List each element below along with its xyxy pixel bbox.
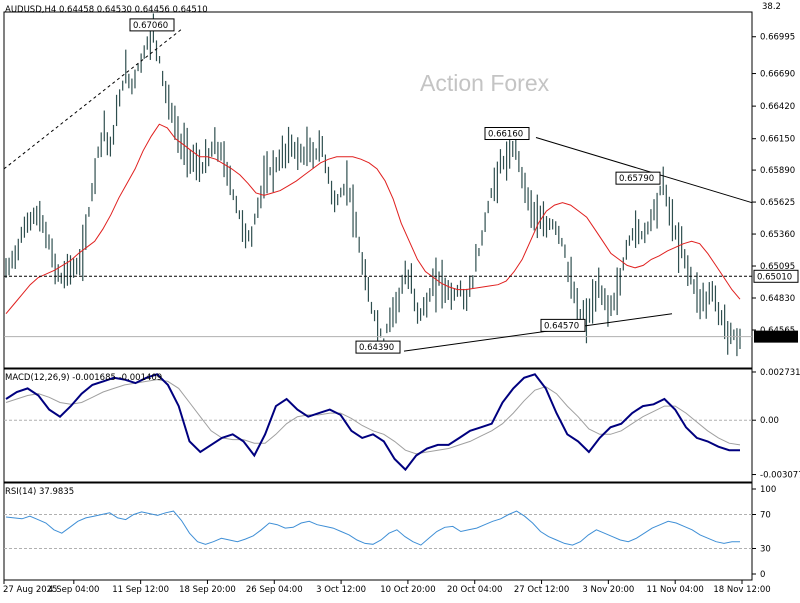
macd-pane-frame <box>3 368 753 483</box>
price-y-tick-label: 0.65360 <box>760 230 795 240</box>
annotation-box <box>615 171 661 185</box>
x-tick-label: 3 Nov 20:00 <box>582 585 634 595</box>
trendline-lower <box>403 313 673 352</box>
watermark: Action Forex <box>420 70 550 96</box>
corner-value: 38.2 <box>762 2 781 12</box>
price-y-tick-label: 0.65625 <box>760 198 795 208</box>
annotation-box <box>540 318 586 332</box>
price-bars <box>5 13 741 357</box>
last-price-label: 0.64510 <box>757 333 792 343</box>
price-y-tick-label: 0.64830 <box>760 294 795 304</box>
rsi-y-tick-label: 0 <box>760 570 765 580</box>
rsi-y-tick-label: 70 <box>760 511 771 521</box>
moving-average-line <box>5 123 741 315</box>
x-tick-label: 27 Oct 12:00 <box>514 585 569 595</box>
hline-box <box>753 269 799 283</box>
annotation-label: 0.66160 <box>488 130 523 140</box>
price-y-tick-label: 0.65890 <box>760 166 795 176</box>
x-tick-label: 4 Sep 04:00 <box>48 585 99 595</box>
annotation-label: 0.65790 <box>619 174 654 184</box>
macd-line <box>5 373 740 472</box>
rsi-pane-frame <box>3 482 753 581</box>
hline-label: 0.65010 <box>757 272 792 282</box>
price-y-tick-label: 0.65095 <box>760 262 795 272</box>
rsi-header: RSI(14) 37.9835 <box>5 487 75 497</box>
macd-y-tick-label: 0.00 <box>760 416 779 426</box>
last-price-box <box>754 330 798 343</box>
trendline-upper <box>535 137 753 204</box>
annotation-label: 0.64390 <box>359 343 394 353</box>
annotation-label: 0.64570 <box>544 321 579 331</box>
annotation-label: 0.67060 <box>133 21 168 31</box>
x-tick-label: 10 Oct 20:00 <box>380 585 435 595</box>
price-y-tick-label: 0.66995 <box>760 33 795 43</box>
annotation-box <box>129 18 175 32</box>
annotation-box <box>484 127 530 141</box>
rsi-line <box>5 510 740 546</box>
x-tick-label: 11 Sep 12:00 <box>112 585 169 595</box>
annotation-box <box>355 340 401 354</box>
rsi-y-tick-label: 100 <box>760 485 776 495</box>
price-pane-frame <box>3 11 753 369</box>
symbol-header: AUDUSD,H4 0.64458 0.64530 0.64456 0.6451… <box>5 5 208 15</box>
macd-signal-line <box>5 379 741 455</box>
macd-header: MACD(12,26,9) -0.001685 -0.001409 <box>5 373 163 383</box>
price-y-tick-label: 0.66690 <box>760 70 795 80</box>
x-tick-label: 18 Sep 20:00 <box>179 585 236 595</box>
x-tick-label: 18 Nov 12:00 <box>713 585 770 595</box>
x-tick-label: 20 Oct 04:00 <box>447 585 502 595</box>
x-tick-label: 3 Oct 12:00 <box>316 585 366 595</box>
trendline-rising-dashed <box>3 28 183 170</box>
x-tick-label: 11 Nov 04:00 <box>647 585 704 595</box>
macd-y-tick-label: 0.002731 <box>760 368 800 378</box>
x-tick-label: 26 Sep 04:00 <box>246 585 303 595</box>
x-tick-label: 27 Aug 2025 <box>3 585 57 595</box>
price-y-tick-label: 0.66150 <box>760 135 795 145</box>
price-y-tick-label: 0.66420 <box>760 102 795 112</box>
macd-y-tick-label: -0.003077 <box>760 471 800 481</box>
rsi-y-tick-label: 30 <box>760 545 771 555</box>
